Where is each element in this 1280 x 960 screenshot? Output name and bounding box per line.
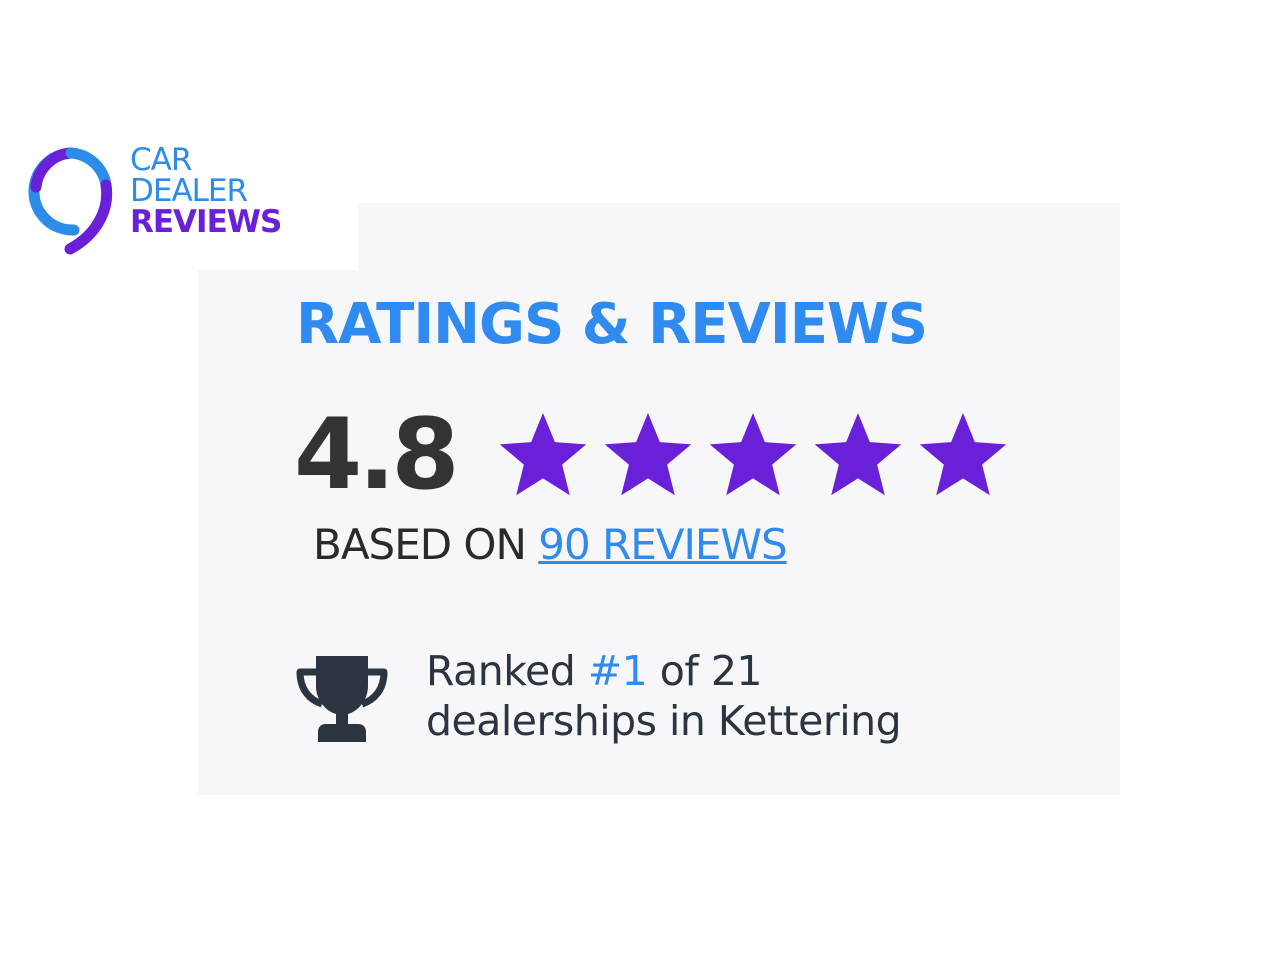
ranking-text: Ranked #1 of 21 dealerships in Kettering bbox=[426, 647, 902, 745]
rank-value: #1 bbox=[587, 647, 648, 695]
ratings-title: RATINGS & REVIEWS bbox=[296, 292, 928, 357]
star-icon bbox=[814, 413, 902, 496]
car-dealer-reviews-logo: CAR DEALER REVIEWS bbox=[26, 145, 346, 260]
star-icon bbox=[604, 413, 692, 496]
widget-panel bbox=[358, 203, 1120, 795]
rating-score: 4.8 bbox=[294, 398, 460, 512]
star-icon bbox=[709, 413, 797, 496]
based-on-text: BASED ON 90 REVIEWS bbox=[313, 520, 788, 569]
star-icon bbox=[499, 413, 587, 496]
star-icon bbox=[919, 413, 1007, 496]
star-rating bbox=[497, 413, 1009, 501]
trophy-icon bbox=[296, 656, 388, 742]
reviews-link[interactable]: 90 REVIEWS bbox=[538, 520, 787, 569]
logo-ring-icon bbox=[28, 147, 113, 255]
